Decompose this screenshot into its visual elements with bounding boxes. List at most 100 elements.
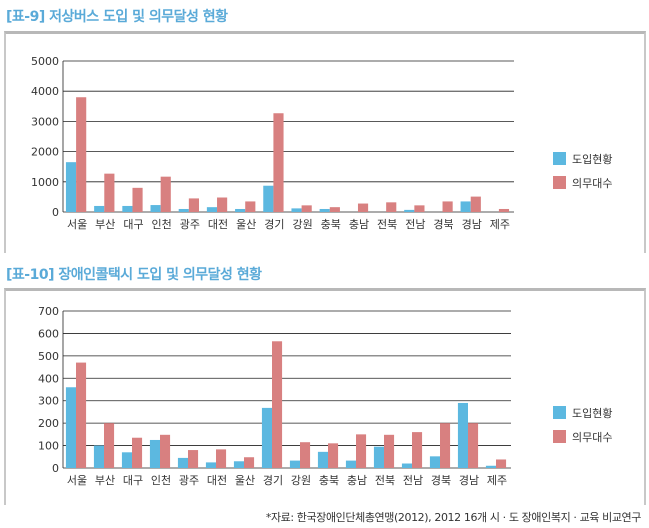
bar-required xyxy=(160,176,171,212)
x-tick-label: 충남 xyxy=(349,218,369,231)
bar-required xyxy=(132,437,143,468)
x-tick-label: 제주 xyxy=(490,218,510,231)
x-tick-label: 광주 xyxy=(179,474,199,487)
x-tick-label: 대구 xyxy=(123,474,143,487)
x-tick-label: 강원 xyxy=(292,218,312,231)
x-tick-label: 충남 xyxy=(347,474,367,487)
bar-required xyxy=(188,450,199,468)
x-tick-label: 울산 xyxy=(236,218,256,231)
y-tick-label: 700 xyxy=(38,305,59,318)
bar-intro xyxy=(206,207,218,212)
bar-intro xyxy=(149,439,160,468)
y-tick-label: 1000 xyxy=(31,176,59,189)
x-tick-label: 경남 xyxy=(459,474,479,487)
bar-required xyxy=(301,205,312,212)
chart-1-panel xyxy=(4,31,646,253)
bar-intro xyxy=(263,185,274,212)
bar-intro xyxy=(233,461,244,468)
bar-required xyxy=(188,198,199,212)
x-tick-label: 인천 xyxy=(152,217,172,231)
x-tick-label: 충북 xyxy=(321,218,341,231)
bar-intro xyxy=(261,407,272,468)
bar-intro xyxy=(205,462,216,468)
y-tick-label: 200 xyxy=(38,417,59,430)
bar-required xyxy=(76,97,87,212)
y-tick-label: 0 xyxy=(52,206,59,219)
legend-label: 의무대수 xyxy=(572,431,612,444)
bar-intro xyxy=(404,209,415,212)
bar-required xyxy=(328,443,339,468)
chart-1-title: [표-9] 저상버스 도입 및 의무달성 현황 xyxy=(6,9,228,25)
bar-required xyxy=(470,196,481,212)
bar-required xyxy=(496,459,507,468)
bar-intro xyxy=(94,205,105,212)
bar-required xyxy=(498,208,510,212)
x-tick-label: 부산 xyxy=(95,474,115,487)
bar-intro xyxy=(319,208,330,212)
y-tick-label: 300 xyxy=(38,395,59,408)
x-tick-label: 서울 xyxy=(67,474,87,487)
x-tick-label: 경북 xyxy=(433,218,453,231)
y-tick-label: 400 xyxy=(38,372,59,385)
y-tick-label: 4000 xyxy=(31,85,59,98)
bar-intro xyxy=(291,208,302,212)
bar-intro xyxy=(235,208,246,212)
bar-intro xyxy=(122,205,133,212)
bar-required xyxy=(104,173,115,212)
bar-intro xyxy=(401,463,412,468)
x-tick-label: 광주 xyxy=(180,218,200,231)
bar-required xyxy=(468,423,479,468)
bar-intro xyxy=(65,387,76,468)
bar-intro xyxy=(345,460,356,468)
x-tick-label: 충북 xyxy=(319,474,339,487)
bar-intro xyxy=(457,402,468,468)
bar-required xyxy=(440,423,451,468)
bar-required xyxy=(357,203,369,212)
x-tick-label: 전북 xyxy=(377,218,397,231)
bar-intro xyxy=(178,208,189,212)
bar-required xyxy=(356,434,367,468)
bar-intro xyxy=(65,162,77,212)
x-tick-label: 전남 xyxy=(403,474,423,487)
bar-required xyxy=(442,201,453,212)
bar-intro xyxy=(317,451,328,468)
y-tick-label: 0 xyxy=(52,462,59,475)
bar-intro xyxy=(429,456,440,468)
x-tick-label: 대전 xyxy=(208,218,228,231)
legend-swatch xyxy=(553,430,566,443)
bar-intro xyxy=(93,445,104,468)
x-tick-label: 강원 xyxy=(291,474,311,487)
legend-swatch xyxy=(553,406,566,419)
bar-intro xyxy=(373,446,384,468)
bar-required xyxy=(329,207,340,212)
legend-swatch xyxy=(553,176,566,189)
bar-required xyxy=(132,187,143,212)
legend-label: 도입현황 xyxy=(572,153,612,166)
y-tick-label: 3000 xyxy=(31,115,59,128)
x-tick-label: 대구 xyxy=(123,218,143,231)
bar-required xyxy=(217,197,228,212)
x-tick-label: 대전 xyxy=(207,474,227,487)
bar-intro xyxy=(289,460,300,468)
bar-intro xyxy=(177,457,188,468)
bar-required xyxy=(245,201,256,212)
y-tick-label: 2000 xyxy=(31,146,59,159)
bar-required xyxy=(76,362,87,468)
y-tick-label: 600 xyxy=(38,327,59,340)
bar-required xyxy=(244,457,255,468)
bar-required xyxy=(216,449,227,468)
bar-required xyxy=(160,434,171,468)
bar-required xyxy=(412,432,423,468)
bar-required xyxy=(104,423,115,468)
bar-intro xyxy=(150,205,161,212)
legend-label: 도입현황 xyxy=(572,407,612,420)
bar-required xyxy=(414,205,425,212)
chart-2-title: [표-10] 장애인콜택시 도입 및 의무달성 현황 xyxy=(6,267,262,283)
bar-intro xyxy=(460,201,471,212)
bar-intro xyxy=(485,465,496,468)
bar-required xyxy=(386,202,397,212)
bar-required xyxy=(272,341,283,468)
x-tick-label: 경기 xyxy=(264,218,284,231)
bar-required xyxy=(273,113,284,212)
